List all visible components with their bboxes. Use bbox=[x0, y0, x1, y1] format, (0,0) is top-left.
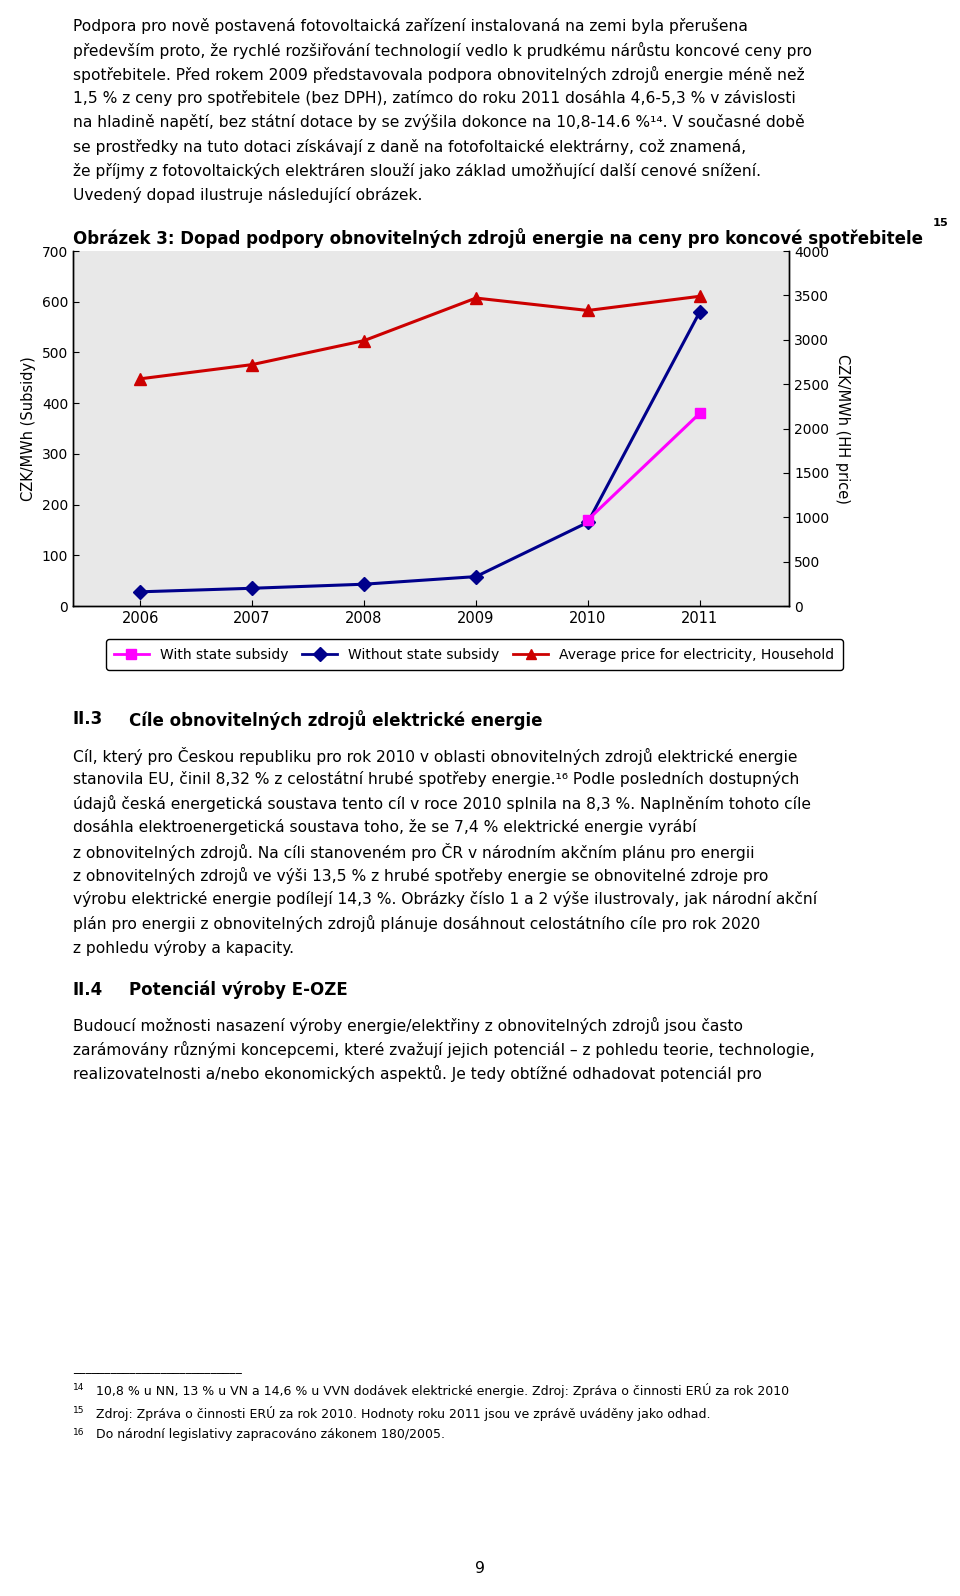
Text: II.3: II.3 bbox=[73, 710, 104, 728]
Text: výrobu elektrické energie podílejí 14,3 %. Obrázky číslo 1 a 2 výše ilustrovaly,: výrobu elektrické energie podílejí 14,3 … bbox=[73, 891, 817, 907]
Text: spotřebitele. Před rokem 2009 představovala podpora obnovitelných zdrojů energie: spotřebitele. Před rokem 2009 představov… bbox=[73, 65, 804, 83]
Text: 15: 15 bbox=[933, 219, 948, 228]
Text: 16: 16 bbox=[73, 1428, 84, 1438]
Text: z obnovitelných zdrojů ve výši 13,5 % z hrubé spotřeby energie se obnovitelné zd: z obnovitelných zdrojů ve výši 13,5 % z … bbox=[73, 867, 768, 884]
Y-axis label: CZK/MWh (Subsidy): CZK/MWh (Subsidy) bbox=[21, 356, 36, 501]
Text: především proto, že rychlé rozšiřování technologií vedlo k prudkému nárůstu konc: především proto, že rychlé rozšiřování t… bbox=[73, 41, 812, 59]
Text: 9: 9 bbox=[475, 1561, 485, 1575]
Text: 10,8 % u NN, 13 % u VN a 14,6 % u VVN dodávek elektrické energie. Zdroj: Zpráva : 10,8 % u NN, 13 % u VN a 14,6 % u VVN do… bbox=[92, 1384, 789, 1398]
Text: Uvedený dopad ilustruje následující obrázek.: Uvedený dopad ilustruje následující obrá… bbox=[73, 187, 422, 203]
Text: z pohledu výroby a kapacity.: z pohledu výroby a kapacity. bbox=[73, 940, 294, 956]
Text: Potenciál výroby E-OZE: Potenciál výroby E-OZE bbox=[129, 980, 348, 999]
Text: plán pro energii z obnovitelných zdrojů plánuje dosáhnout celostátního cíle pro : plán pro energii z obnovitelných zdrojů … bbox=[73, 916, 760, 932]
Legend: With state subsidy, Without state subsidy, Average price for electricity, Househ: With state subsidy, Without state subsid… bbox=[106, 640, 843, 670]
Text: Obrázek 3: Dopad podpory obnovitelných zdrojů energie na ceny pro koncové spotře: Obrázek 3: Dopad podpory obnovitelných z… bbox=[73, 228, 923, 247]
Text: Cíle obnovitelných zdrojů elektrické energie: Cíle obnovitelných zdrojů elektrické ene… bbox=[129, 710, 542, 731]
Text: se prostředky na tuto dotaci získávají z daně na fotofoltaické elektrárny, což z: se prostředky na tuto dotaci získávají z… bbox=[73, 139, 746, 155]
Text: z obnovitelných zdrojů. Na cíli stanoveném pro ČR v národním akčním plánu pro en: z obnovitelných zdrojů. Na cíli stanoven… bbox=[73, 843, 755, 862]
Text: stanovila EU, činil 8,32 % z celostátní hrubé spotřeby energie.¹⁶ Podle poslední: stanovila EU, činil 8,32 % z celostátní … bbox=[73, 771, 800, 787]
Text: II.4: II.4 bbox=[73, 980, 104, 999]
Text: Budoucí možnosti nasazení výroby energie/elektřiny z obnovitelných zdrojů jsou č: Budoucí možnosti nasazení výroby energie… bbox=[73, 1017, 743, 1034]
Y-axis label: CZK/MWh (HH price): CZK/MWh (HH price) bbox=[835, 354, 851, 503]
Text: Podpora pro nově postavená fotovoltaická zařízení instalovaná na zemi byla přeru: Podpora pro nově postavená fotovoltaická… bbox=[73, 18, 748, 34]
Text: dosáhla elektroenergetická soustava toho, že se 7,4 % elektrické energie vyrábí: dosáhla elektroenergetická soustava toho… bbox=[73, 819, 697, 835]
Text: na hladině napětí, bez státní dotace by se zvýšila dokonce na 10,8-14.6 %¹⁴. V s: na hladině napětí, bez státní dotace by … bbox=[73, 115, 804, 131]
Text: realizovatelnosti a/nebo ekonomických aspektů. Je tedy obtížné odhadovat potenci: realizovatelnosti a/nebo ekonomických as… bbox=[73, 1065, 762, 1082]
Text: Zdroj: Zpráva o činnosti ERÚ za rok 2010. Hodnoty roku 2011 jsou ve zprávě uvádě: Zdroj: Zpráva o činnosti ERÚ za rok 2010… bbox=[92, 1406, 710, 1420]
Text: 14: 14 bbox=[73, 1384, 84, 1392]
Text: údajů česká energetická soustava tento cíl v roce 2010 splnila na 8,3 %. Naplněn: údajů česká energetická soustava tento c… bbox=[73, 795, 811, 812]
Text: 15: 15 bbox=[73, 1406, 84, 1414]
Text: 1,5 % z ceny pro spotřebitele (bez DPH), zatímco do roku 2011 dosáhla 4,6-5,3 % : 1,5 % z ceny pro spotřebitele (bez DPH),… bbox=[73, 91, 796, 107]
Text: Cíl, který pro Českou republiku pro rok 2010 v oblasti obnovitelných zdrojů elek: Cíl, který pro Českou republiku pro rok … bbox=[73, 747, 798, 764]
Text: ___________________________: ___________________________ bbox=[73, 1361, 242, 1374]
Text: Do národní legislativy zapracováno zákonem 180/2005.: Do národní legislativy zapracováno zákon… bbox=[92, 1428, 445, 1441]
Text: zarámovány různými koncepcemi, které zvažují jejich potenciál – z pohledu teorie: zarámovány různými koncepcemi, které zva… bbox=[73, 1041, 815, 1058]
Text: že příjmy z fotovoltaických elektráren slouží jako základ umožňující další cenov: že příjmy z fotovoltaických elektráren s… bbox=[73, 163, 761, 179]
